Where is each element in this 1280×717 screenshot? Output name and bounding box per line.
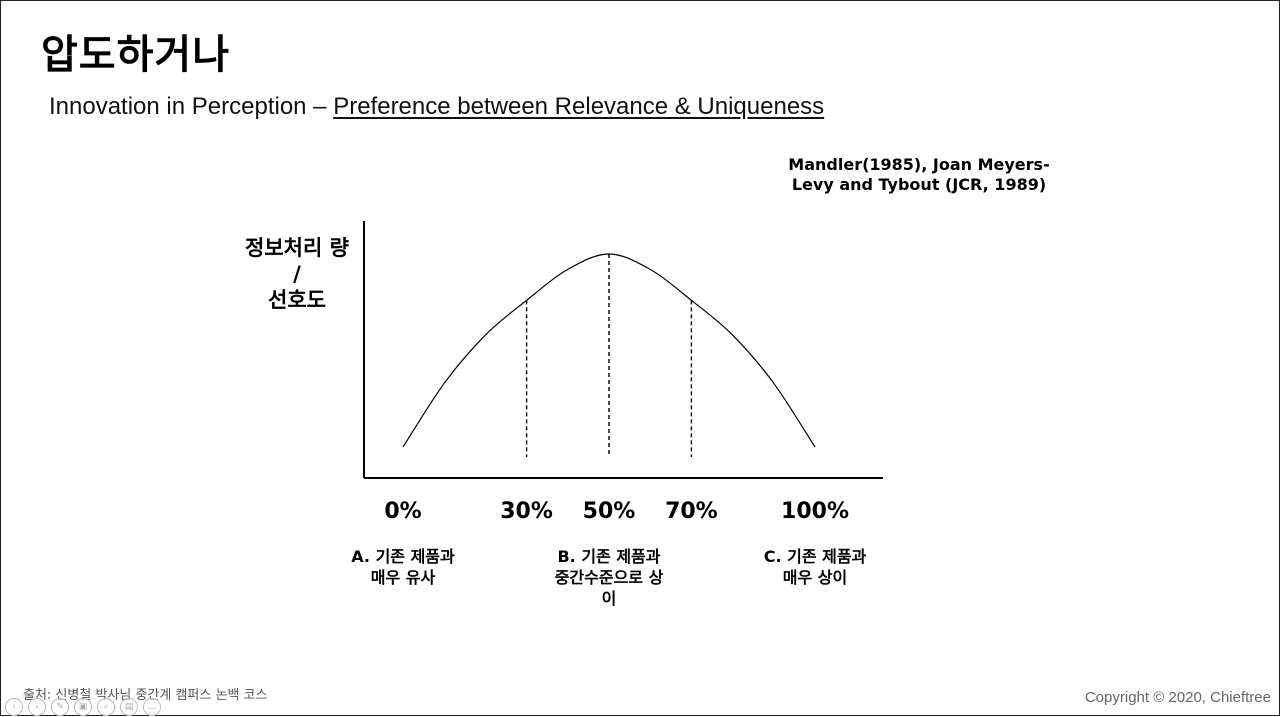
x-tick-label: 70% <box>665 499 718 524</box>
zoom-icon[interactable]: ⌕ <box>97 698 115 716</box>
subtitles-icon[interactable]: ▤ <box>120 698 138 716</box>
next-icon[interactable]: › <box>28 698 46 716</box>
x-tick-label: 100% <box>781 499 849 524</box>
category-label-line: 매우 유사 <box>370 568 436 587</box>
subtitle: Innovation in Perception – Preference be… <box>49 93 824 121</box>
pen-icon[interactable]: ✎ <box>51 698 69 716</box>
x-tick-label: 0% <box>384 499 421 524</box>
y-axis-label-line-1: 정보처리 량 <box>245 236 349 260</box>
category-label-line: 중간수준으로 상 <box>554 568 664 587</box>
category-label-line: 이 <box>601 589 617 608</box>
slides-icon[interactable]: ▣ <box>74 698 92 716</box>
citation-line-2: Levy and Tybout (JCR, 1989) <box>791 175 1047 194</box>
category-label-line: C. 기존 제품과 <box>763 547 867 566</box>
category-label-line: A. 기존 제품과 <box>351 547 455 566</box>
citation-line-1: Mandler(1985), Joan Meyers- <box>788 155 1050 174</box>
more-icon[interactable]: … <box>143 698 161 716</box>
subtitle-prefix: Innovation in Perception – <box>49 93 334 120</box>
citation: Mandler(1985), Joan Meyers- Levy and Tyb… <box>771 155 1067 195</box>
y-axis-label-line-3: 선호도 <box>268 288 326 312</box>
copyright-note: Copyright © 2020, Chieftree <box>1084 689 1271 706</box>
presentation-toolbar: ‹ › ✎ ▣ ⌕ ▤ … <box>5 698 161 716</box>
subtitle-underlined: Preference between Relevance & Uniquenes… <box>333 93 825 120</box>
x-tick-label: 30% <box>500 499 553 524</box>
y-axis-label: 정보처리 량 / 선호도 <box>227 235 367 313</box>
page-title: 압도하거나 <box>41 32 230 78</box>
category-label-line: 매우 상이 <box>782 568 848 587</box>
category-label-line: B. 기존 제품과 <box>557 547 661 566</box>
prev-icon[interactable]: ‹ <box>5 698 23 716</box>
y-axis-label-line-2: / <box>293 262 301 286</box>
x-tick-label: 50% <box>583 499 636 524</box>
